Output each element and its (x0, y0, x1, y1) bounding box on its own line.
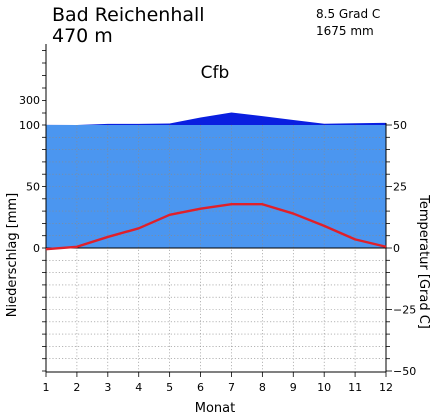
right-tick-label: −25 (393, 304, 416, 317)
right-tick-label: 0 (393, 242, 400, 255)
month-label: 11 (348, 381, 362, 394)
month-label: 12 (379, 381, 393, 394)
right-tick-label: 25 (393, 181, 407, 194)
month-label: 2 (73, 381, 80, 394)
grid (46, 125, 386, 372)
precipitation-surplus-area (46, 112, 386, 125)
left-tick-label: 300 (19, 94, 40, 107)
month-label: 6 (197, 381, 204, 394)
month-label: 9 (290, 381, 297, 394)
month-label: 1 (43, 381, 50, 394)
right-axis-label: Temperatur [Grad C] (416, 194, 431, 329)
right-tick-label: 50 (393, 119, 407, 132)
left-tick-label: 0 (33, 242, 40, 255)
left-tick-label: 100 (19, 119, 40, 132)
month-label: 7 (228, 381, 235, 394)
left-tick-label: 50 (26, 181, 40, 194)
mean-temperature: 8.5 Grad C (316, 7, 380, 21)
temperature-line (45, 203, 387, 251)
annual-precipitation: 1675 mm (316, 24, 374, 38)
left-axis-label: Niederschlag [mm] (5, 193, 20, 318)
month-label: 4 (135, 381, 142, 394)
climate-class: Cfb (201, 63, 230, 83)
month-label: 8 (259, 381, 266, 394)
month-label: 5 (166, 381, 173, 394)
right-tick-label: −50 (393, 365, 416, 378)
month-label: 10 (317, 381, 331, 394)
station-elevation: 470 m (52, 25, 113, 47)
month-label: 3 (104, 381, 111, 394)
station-name: Bad Reichenhall (52, 4, 205, 26)
x-axis-label: Monat (195, 401, 235, 416)
